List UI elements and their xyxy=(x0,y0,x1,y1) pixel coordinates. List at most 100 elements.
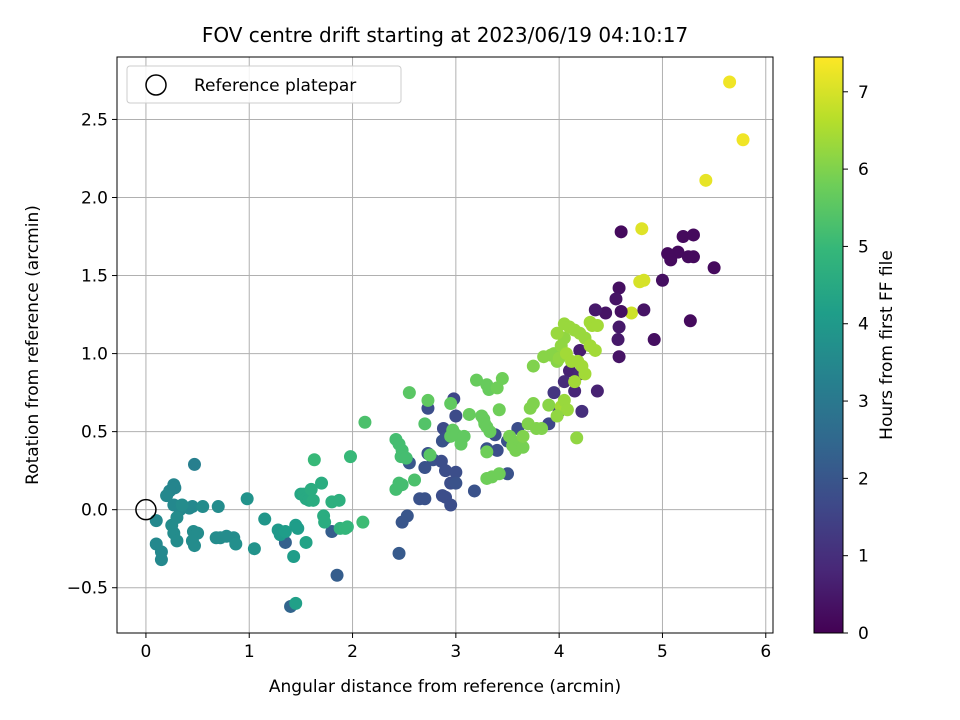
data-point xyxy=(149,514,163,528)
data-point xyxy=(358,415,372,429)
data-point xyxy=(588,343,602,357)
x-tick-label: 3 xyxy=(450,642,461,662)
colorbar-gradient xyxy=(813,56,844,634)
data-point xyxy=(439,464,453,478)
data-point xyxy=(547,386,561,400)
data-point xyxy=(550,326,564,340)
data-point xyxy=(647,333,661,347)
data-point xyxy=(635,222,649,236)
data-point xyxy=(408,473,422,487)
data-point xyxy=(637,303,651,317)
legend-marker xyxy=(145,74,167,96)
data-point xyxy=(306,493,320,507)
x-axis-label: Angular distance from reference (arcmin) xyxy=(269,677,621,697)
colorbar-tick-label: 1 xyxy=(858,547,869,567)
data-point xyxy=(590,384,604,398)
data-point xyxy=(480,445,494,459)
data-point xyxy=(686,250,700,264)
y-tick-label: 1.0 xyxy=(81,345,108,365)
reference-point-marker xyxy=(135,498,157,521)
data-point xyxy=(655,273,669,287)
data-point xyxy=(578,367,592,381)
data-point xyxy=(395,515,409,529)
data-point xyxy=(707,261,721,275)
data-point xyxy=(467,484,481,498)
y-axis-ticks: −0.5 0.0 0.5 1.0 1.5 2.0 2.5 xyxy=(67,110,117,599)
data-point xyxy=(560,403,574,417)
data-point xyxy=(154,553,168,567)
y-tick-label: 0.5 xyxy=(81,423,108,443)
data-point xyxy=(170,510,184,524)
colorbar-tick-label: 2 xyxy=(858,469,869,489)
colorbar-tick-label: 7 xyxy=(858,83,869,103)
data-point xyxy=(229,537,243,551)
data-point xyxy=(614,225,628,239)
data-point xyxy=(526,359,540,373)
data-point xyxy=(612,320,626,334)
colorbar-ticks: 0 1 2 3 4 5 6 7 xyxy=(843,83,869,644)
data-point xyxy=(449,409,463,423)
data-point xyxy=(175,498,189,512)
data-point xyxy=(187,539,201,553)
colorbar-tick-label: 4 xyxy=(858,315,869,335)
data-point xyxy=(449,465,463,479)
data-point xyxy=(421,393,435,407)
data-point xyxy=(483,425,497,439)
x-tick-label: 5 xyxy=(657,642,668,662)
data-point xyxy=(686,228,700,242)
data-point xyxy=(343,450,357,464)
data-point xyxy=(683,314,697,328)
data-point xyxy=(523,401,537,415)
data-point xyxy=(170,534,184,548)
data-point xyxy=(611,333,625,347)
data-point xyxy=(516,429,530,443)
data-point xyxy=(492,467,506,481)
data-point xyxy=(492,403,506,417)
y-tick-label: −0.5 xyxy=(67,579,108,599)
legend-box xyxy=(126,65,402,104)
data-point xyxy=(550,409,564,423)
data-point xyxy=(389,482,403,496)
colorbar-tick-label: 5 xyxy=(858,237,869,257)
data-point xyxy=(287,550,301,564)
data-point xyxy=(278,525,292,539)
colorbar-tick-label: 6 xyxy=(858,160,869,180)
data-point xyxy=(470,373,484,387)
data-point xyxy=(490,443,504,457)
data-point xyxy=(575,404,589,418)
y-tick-label: 2.5 xyxy=(81,110,108,130)
x-tick-label: 2 xyxy=(347,642,358,662)
data-point xyxy=(247,542,261,556)
colorbar: 0 1 2 3 4 5 6 7 Hours from first FF file xyxy=(813,56,897,644)
data-point xyxy=(664,253,678,267)
data-point xyxy=(449,476,463,490)
data-point xyxy=(418,417,432,431)
data-point xyxy=(633,275,647,289)
data-point xyxy=(187,457,201,471)
colorbar-tick-label: 3 xyxy=(858,392,869,412)
data-point xyxy=(557,375,571,389)
data-point xyxy=(612,350,626,364)
data-point xyxy=(299,535,313,549)
data-point xyxy=(736,133,750,147)
data-point xyxy=(304,482,318,496)
data-point xyxy=(723,75,737,89)
data-point xyxy=(516,440,530,454)
data-point xyxy=(258,512,272,526)
data-point xyxy=(211,500,225,514)
data-point xyxy=(392,546,406,560)
data-point xyxy=(356,515,370,529)
data-point xyxy=(588,303,602,317)
x-axis-ticks: 0 1 2 3 4 5 6 xyxy=(141,633,771,662)
data-point xyxy=(315,476,329,490)
gridlines xyxy=(117,57,773,633)
x-tick-label: 1 xyxy=(244,642,255,662)
x-tick-label: 0 xyxy=(141,642,152,662)
data-point xyxy=(289,596,303,610)
data-point xyxy=(462,407,476,421)
data-point xyxy=(160,489,174,503)
data-point xyxy=(568,384,582,398)
data-point xyxy=(573,343,587,357)
data-point xyxy=(402,386,416,400)
